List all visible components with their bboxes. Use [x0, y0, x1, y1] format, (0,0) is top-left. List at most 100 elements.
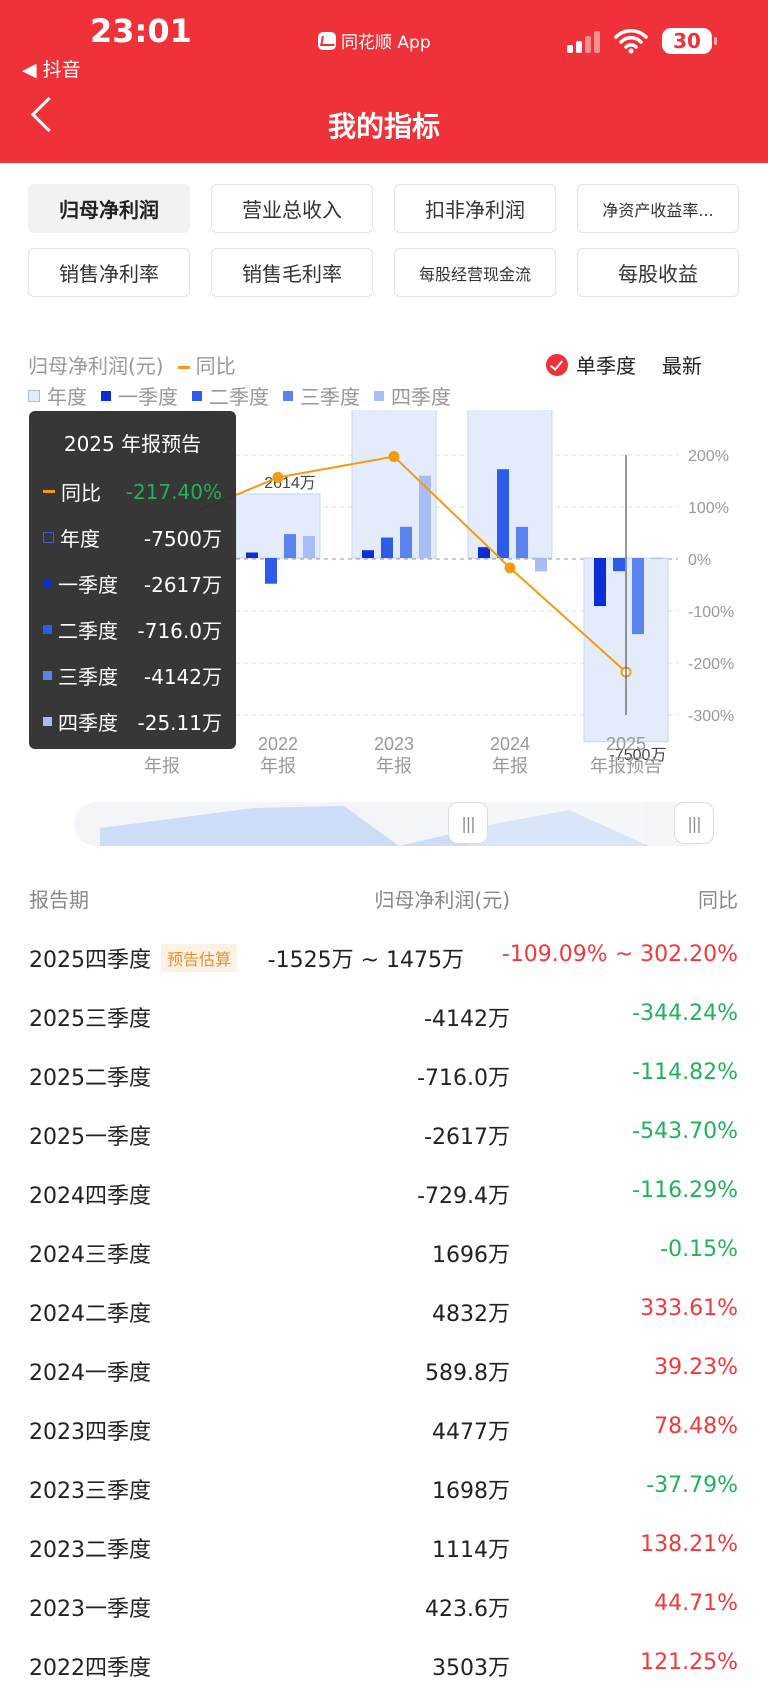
quarter-bar — [303, 535, 315, 558]
metric-button-roe[interactable]: 净资产收益率... — [577, 184, 739, 233]
series-label: 归母净利润(元) — [28, 354, 164, 378]
metric-button-cashflow-per-share[interactable]: 每股经营现金流 — [394, 248, 556, 297]
row-yoy: -109.09% ~ 302.20% — [501, 942, 738, 967]
tooltip-row-label: 三季度 — [43, 661, 118, 690]
row-period: 2025一季度 — [29, 1125, 151, 1150]
single-quarter-label: 单季度 — [576, 354, 636, 378]
row-period: 2023四季度 — [29, 1420, 151, 1445]
tooltip-marker-icon — [43, 717, 52, 726]
quarter-bar — [265, 558, 277, 584]
tooltip-row: 二季度 -716.0万 — [43, 615, 222, 644]
table-row[interactable]: 2022四季度 3503万 121.25% — [0, 1636, 768, 1695]
table-row[interactable]: 2025二季度 -716.0万 -114.82% — [0, 1046, 768, 1105]
tooltip-row-label: 一季度 — [43, 569, 118, 598]
legend-item[interactable]: 三季度 — [283, 381, 360, 410]
tooltip-marker-icon — [43, 579, 52, 588]
metric-button-revenue[interactable]: 营业总收入 — [211, 184, 373, 233]
row-period: 2024三季度 — [29, 1243, 151, 1268]
x-tick-label: 年报 — [144, 756, 180, 776]
page-title: 我的指标 — [327, 110, 440, 143]
tooltip-row: 四季度 -25.11万 — [43, 707, 222, 736]
back-to-app-link[interactable]: ◀ 抖音 — [22, 59, 81, 81]
row-value: 4477万 — [432, 1420, 510, 1445]
tooltip-row-label: 二季度 — [43, 615, 118, 644]
row-yoy: 39.23% — [654, 1355, 738, 1380]
single-quarter-toggle[interactable]: 单季度 — [546, 350, 636, 379]
metric-button-gross-margin[interactable]: 销售毛利率 — [211, 248, 373, 297]
table-row[interactable]: 2025四季度 预告估算 -1525万 ~ 1475万 -109.09% ~ 302.… — [0, 928, 768, 987]
tooltip-marker-icon — [43, 490, 55, 493]
table-row[interactable]: 2024三季度 1696万 -0.15% — [0, 1223, 768, 1282]
table-row[interactable]: 2024四季度 -729.4万 -116.29% — [0, 1164, 768, 1223]
legend-item[interactable]: 年度 — [28, 381, 87, 410]
table-row[interactable]: 2023三季度 1698万 -37.79% — [0, 1459, 768, 1518]
tooltip-row-value: -4142万 — [143, 665, 222, 689]
quarter-bar — [362, 550, 374, 558]
table-row[interactable]: 2024二季度 4832万 333.61% — [0, 1282, 768, 1341]
table-row[interactable]: 2025三季度 -4142万 -344.24% — [0, 987, 768, 1046]
yoy-point — [504, 562, 516, 574]
legend-swatch-icon — [28, 389, 40, 402]
row-value: 423.6万 — [425, 1597, 510, 1622]
metric-button-net-profit[interactable]: 归母净利润 — [28, 184, 190, 233]
latest-button[interactable]: 最新 — [662, 354, 702, 378]
legend-label: 二季度 — [209, 385, 269, 409]
table-row[interactable]: 2023四季度 4477万 78.48% — [0, 1400, 768, 1459]
row-value: 4832万 — [432, 1302, 510, 1327]
legend-item[interactable]: 一季度 — [101, 381, 178, 410]
tooltip-row: 年度 -7500万 — [43, 523, 222, 552]
row-value: 589.8万 — [425, 1361, 510, 1386]
tooltip-row-value: -217.40% — [125, 479, 222, 504]
x-tick-label: 年报 — [376, 756, 412, 776]
row-value: -716.0万 — [417, 1066, 510, 1091]
table-row[interactable]: 2023一季度 423.6万 44.71% — [0, 1577, 768, 1636]
legend-label: 四季度 — [391, 385, 451, 409]
tooltip-title: 2025 年报预告 — [63, 432, 202, 456]
y-tick-label: -300% — [688, 708, 734, 725]
legend-item[interactable]: 二季度 — [192, 381, 269, 410]
net-profit-chart[interactable]: 200%100%0%-100%-200%-300%年报2614万2022年报77… — [0, 410, 768, 780]
row-value: -729.4万 — [417, 1184, 510, 1209]
status-icons: 30 — [567, 28, 717, 54]
chart-tooltip: 2025 年报预告 同比 -217.40% 年度 -7500万 一季度 -2617万 二季度… — [29, 411, 236, 749]
row-value: -4142万 — [424, 1007, 510, 1032]
slider-handle-left[interactable]: ||| — [448, 802, 488, 844]
yoy-line — [277, 455, 627, 673]
x-tick-label: 2024 — [490, 734, 530, 754]
row-yoy: -0.15% — [660, 1237, 738, 1262]
quarter-bar — [613, 558, 625, 572]
column-header-yoy: 同比 — [698, 888, 738, 912]
row-yoy: 121.25% — [640, 1650, 738, 1675]
row-period: 2023三季度 — [29, 1479, 151, 1504]
app-name-label: 同花顺 App — [341, 33, 431, 53]
table-row[interactable]: 2025一季度 -2617万 -543.70% — [0, 1105, 768, 1164]
x-tick-label: 年报 — [492, 756, 528, 776]
legend-item[interactable]: 四季度 — [374, 381, 451, 410]
legend-swatch-icon — [374, 390, 384, 401]
metric-button-deducted-profit[interactable]: 扣非净利润 — [394, 184, 556, 233]
y-tick-label: 200% — [688, 448, 729, 465]
row-period: 2024一季度 — [29, 1361, 151, 1386]
row-value: 1696万 — [432, 1243, 510, 1268]
quarter-bar — [400, 526, 412, 558]
row-value: 1698万 — [432, 1479, 510, 1504]
x-tick-label: 年报预告 — [590, 756, 662, 776]
table-row[interactable]: 2024一季度 589.8万 39.23% — [0, 1341, 768, 1400]
metric-button-eps[interactable]: 每股收益 — [577, 248, 739, 297]
tooltip-row-value: -25.11万 — [137, 711, 222, 735]
status-time: 23:01 — [90, 12, 192, 50]
x-tick-label: 2023 — [374, 734, 414, 754]
tooltip-row: 三季度 -4142万 — [43, 661, 222, 690]
slider-handle-right[interactable]: ||| — [674, 802, 714, 844]
quarter-bar — [419, 475, 431, 558]
annual-value-label: 2614万 — [264, 475, 316, 492]
metric-button-net-margin[interactable]: 销售净利率 — [28, 248, 190, 297]
slider-preview — [100, 802, 649, 846]
table-row[interactable]: 2023二季度 1114万 138.21% — [0, 1518, 768, 1577]
row-yoy: -543.70% — [632, 1119, 738, 1144]
row-yoy: -344.24% — [632, 1001, 738, 1026]
column-header-value: 归母净利润(元) — [374, 888, 510, 912]
row-period: 2023二季度 — [29, 1538, 151, 1563]
range-slider[interactable] — [74, 802, 714, 846]
tooltip-row-value: -716.0万 — [137, 619, 222, 643]
